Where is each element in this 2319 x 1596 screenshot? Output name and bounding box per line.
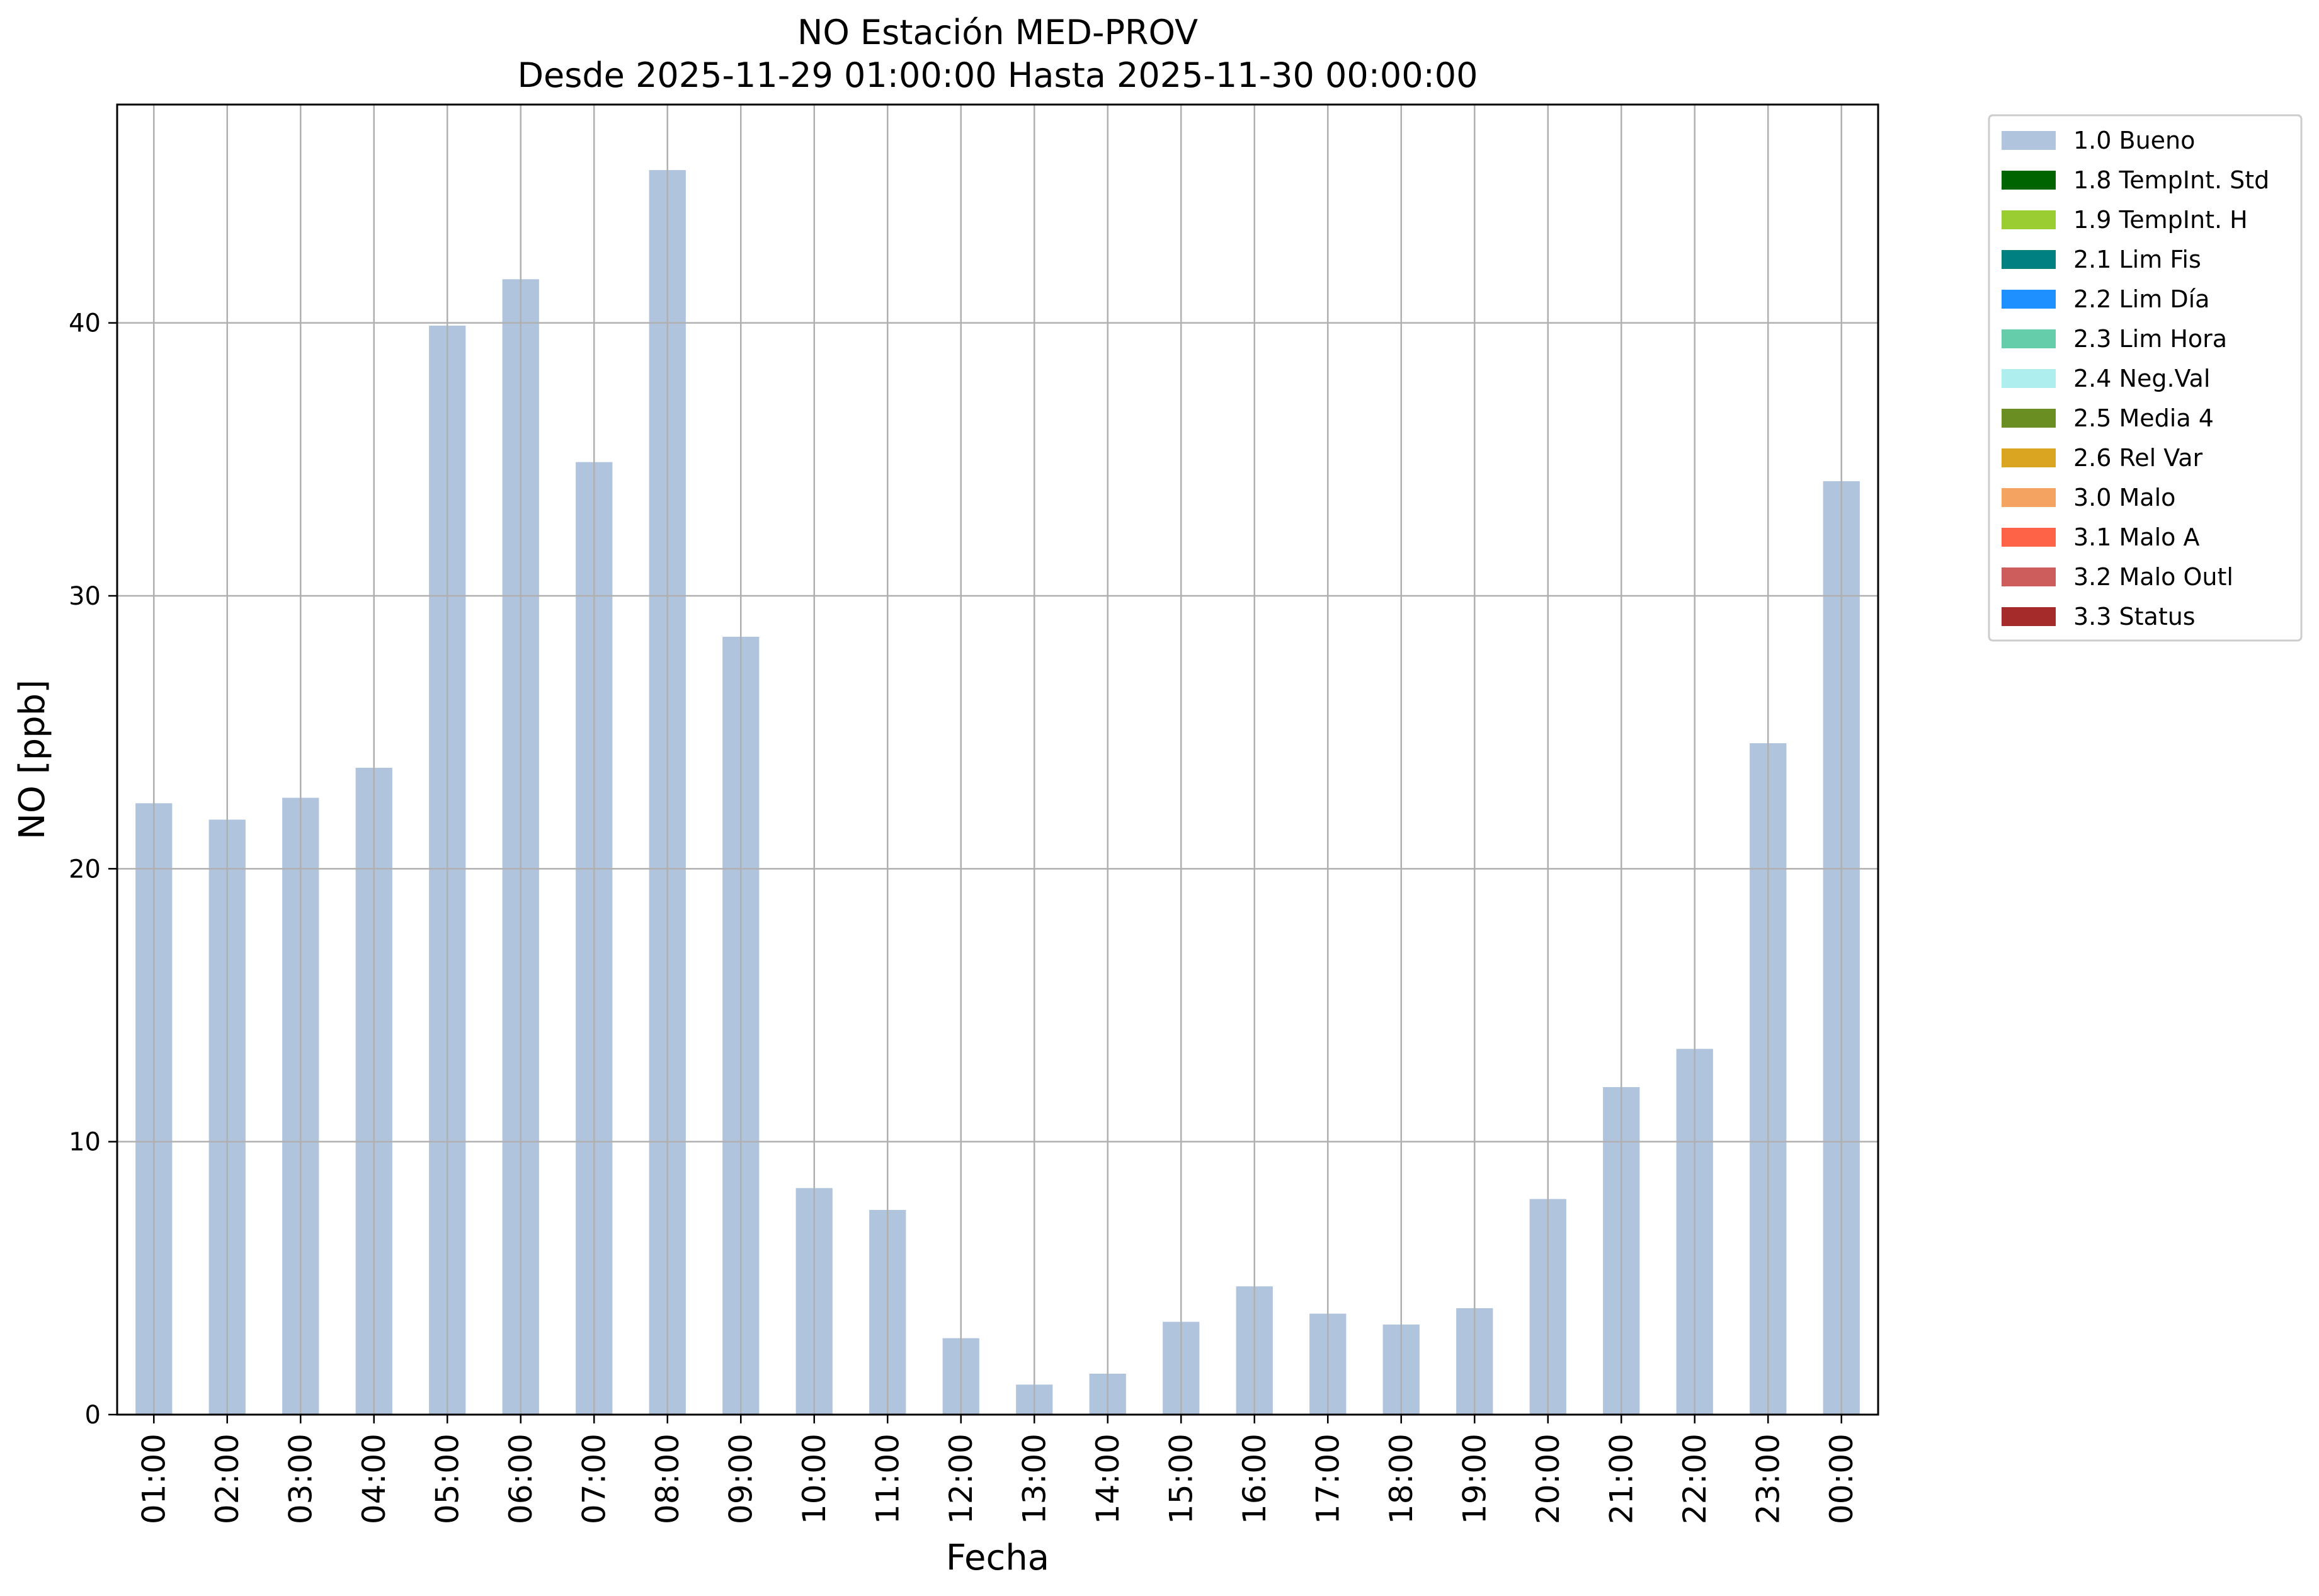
legend-swatch [2002, 290, 2056, 309]
legend-label: 3.1 Malo A [2073, 523, 2199, 551]
legend-label: 2.1 Lim Fis [2073, 246, 2201, 273]
legend-swatch [2002, 210, 2056, 229]
x-axis-ticks: 01:00 02:00 03:00 04:00 05:00 06:00 07:00 08:00… [135, 1415, 1860, 1524]
x-tick-label: 16:00 [1236, 1434, 1273, 1524]
legend-label: 1.0 Bueno [2073, 127, 2195, 154]
legend-label: 2.6 Rel Var [2073, 444, 2203, 472]
x-tick-label: 14:00 [1090, 1434, 1126, 1524]
legend-swatch [2002, 171, 2056, 190]
x-tick-label: 01:00 [135, 1434, 172, 1524]
x-tick-label: 07:00 [576, 1434, 612, 1524]
x-tick-label: 15:00 [1163, 1434, 1199, 1524]
legend-swatch [2002, 409, 2056, 428]
x-tick-label: 20:00 [1530, 1434, 1566, 1524]
legend-label: 2.4 Neg.Val [2073, 365, 2210, 392]
y-tick-label: 20 [69, 855, 101, 884]
x-tick-label: 23:00 [1750, 1434, 1786, 1524]
x-tick-label: 02:00 [209, 1434, 246, 1524]
x-tick-label: 11:00 [869, 1434, 906, 1524]
legend-swatch [2002, 369, 2056, 388]
x-tick-label: 05:00 [429, 1434, 465, 1524]
y-tick-label: 30 [69, 582, 101, 611]
x-tick-label: 09:00 [722, 1434, 759, 1524]
x-tick-label: 19:00 [1456, 1434, 1493, 1524]
x-tick-label: 03:00 [282, 1434, 319, 1524]
chart-subtitle: Desde 2025-11-29 01:00:00 Hasta 2025-11-… [517, 55, 1478, 95]
y-tick-label: 40 [69, 309, 101, 338]
x-tick-label: 22:00 [1677, 1434, 1713, 1524]
legend-label: 3.3 Status [2073, 603, 2196, 630]
legend-swatch [2002, 329, 2056, 348]
y-axis-label: NO [ppb] [12, 680, 53, 840]
legend-label: 2.5 Media 4 [2073, 404, 2214, 432]
x-tick-label: 18:00 [1383, 1434, 1420, 1524]
legend-label: 2.2 Lim Día [2073, 285, 2209, 313]
legend-swatch [2002, 250, 2056, 269]
y-axis-ticks: 0 10 20 30 40 [69, 309, 117, 1430]
legend-label: 1.9 TempInt. H [2073, 206, 2248, 234]
legend-swatch [2002, 448, 2056, 467]
x-tick-label: 17:00 [1309, 1434, 1346, 1524]
plot-frame [116, 103, 1879, 1416]
x-tick-label: 13:00 [1016, 1434, 1052, 1524]
legend-swatch [2002, 567, 2056, 586]
x-tick-label: 04:00 [356, 1434, 392, 1524]
legend-box [1988, 114, 2303, 642]
chart-title: NO Estación MED-PROV [797, 13, 1198, 52]
y-tick-label: 10 [69, 1128, 101, 1157]
legend-swatch [2002, 528, 2056, 547]
x-tick-label: 06:00 [503, 1434, 539, 1524]
legend-label: 3.2 Malo Outl [2073, 563, 2233, 591]
legend-label: 2.3 Lim Hora [2073, 325, 2227, 353]
x-tick-label: 10:00 [796, 1434, 833, 1524]
x-axis-label: Fecha [946, 1537, 1049, 1578]
x-tick-label: 21:00 [1603, 1434, 1639, 1524]
legend-label: 1.8 TempInt. Std [2073, 166, 2269, 194]
y-tick-label: 0 [85, 1401, 101, 1430]
legend-label: 3.0 Malo [2073, 484, 2175, 511]
legend-swatch [2002, 131, 2056, 150]
x-tick-label: 08:00 [649, 1434, 686, 1524]
x-tick-label: 12:00 [943, 1434, 979, 1524]
legend-swatch [2002, 607, 2056, 626]
x-tick-label: 00:00 [1823, 1434, 1860, 1524]
legend: 1.0 Bueno 1.8 TempInt. Std 1.9 TempInt. H 2… [1988, 114, 2303, 642]
legend-swatch [2002, 488, 2056, 507]
